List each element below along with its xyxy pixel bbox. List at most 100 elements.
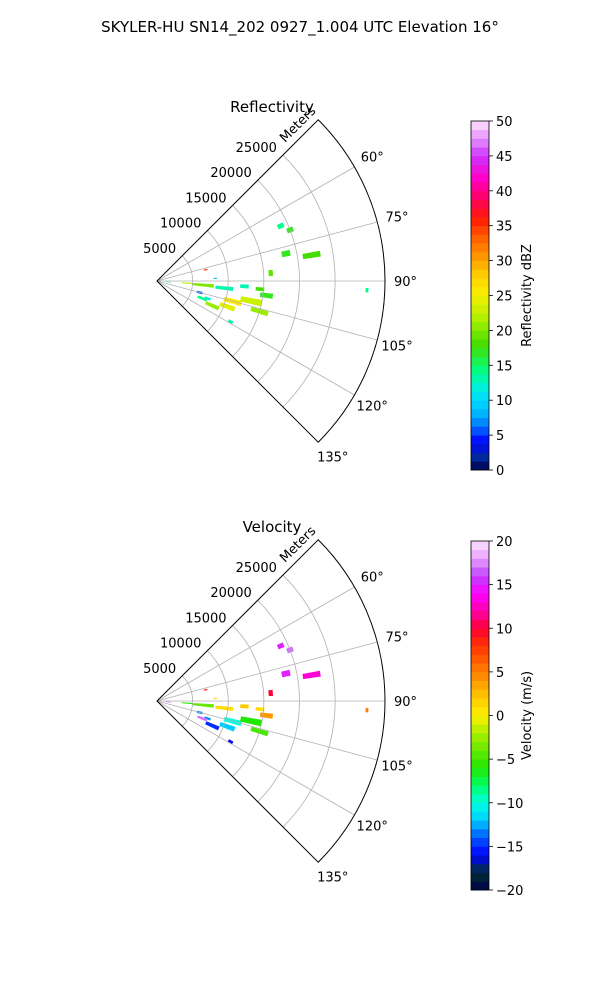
- range-tick-label: 20000: [210, 166, 251, 181]
- azimuth-tick-label: 135°: [317, 451, 348, 466]
- colorbar-segment: [471, 138, 489, 148]
- colorbar-segment: [471, 147, 489, 157]
- range-tick-label: 15000: [185, 191, 226, 206]
- colorbar-segment: [471, 846, 489, 856]
- colorbar-tick-label: 40: [496, 185, 513, 200]
- azimuth-tick-label: 105°: [381, 339, 412, 354]
- colorbar-segment: [471, 698, 489, 708]
- azimuth-spoke: [156, 166, 355, 282]
- colorbar-segment: [471, 820, 489, 830]
- colorbar-segment: [471, 636, 489, 647]
- colorbar-tick-label: 5: [496, 429, 504, 444]
- range-tick-label: 10000: [160, 637, 201, 652]
- azimuth-spoke: [156, 221, 378, 282]
- range-tick-label: 10000: [160, 217, 201, 232]
- colorbar-segment: [471, 208, 489, 218]
- azimuth-spoke: [156, 280, 378, 341]
- colorbar-segment: [471, 295, 489, 305]
- radar-gate: [213, 277, 218, 280]
- colorbar-segment: [471, 881, 489, 891]
- colorbar-tick-label: 15: [496, 359, 513, 374]
- colorbar-segment: [471, 426, 489, 436]
- radar-gate: [227, 319, 234, 325]
- colorbar-segment: [471, 645, 489, 655]
- radar-gate: [203, 688, 208, 691]
- radar-gate: [205, 721, 220, 731]
- colorbar-tick-label: 20: [496, 324, 513, 339]
- colorbar-segment: [471, 269, 489, 279]
- colorbar-segment: [471, 863, 489, 873]
- radar-gate: [255, 287, 265, 292]
- radar-gate: [302, 670, 321, 680]
- panel-title: Velocity: [243, 518, 302, 536]
- colorbar-segment: [471, 225, 489, 235]
- radar-gate: [259, 292, 274, 299]
- colorbar-segment: [471, 365, 489, 375]
- radar-gate: [215, 285, 234, 291]
- radar-gate: [204, 296, 211, 301]
- colorbar-segment: [471, 663, 489, 673]
- colorbar-segment: [471, 234, 489, 244]
- colorbar-tick-label: 10: [496, 622, 513, 637]
- radar-gate: [204, 716, 211, 721]
- azimuth-spoke: [156, 586, 355, 702]
- colorbar-segment: [471, 828, 489, 839]
- colorbar-segment: [471, 190, 489, 200]
- colorbar-segment: [471, 584, 489, 594]
- radar-gate: [181, 282, 193, 285]
- colorbar-segment: [471, 260, 489, 270]
- colorbar-segment: [471, 330, 489, 340]
- colorbar-tick-label: 5: [496, 666, 504, 681]
- figure-title: SKYLER-HU SN14_202 0927_1.004 UTC Elevat…: [101, 18, 499, 37]
- radar-gate: [259, 712, 274, 719]
- radar-gate: [215, 705, 234, 711]
- radar-gate: [197, 295, 208, 302]
- radar-gate: [205, 301, 220, 311]
- colorbar-segment: [471, 443, 489, 453]
- colorbar-segment: [471, 802, 489, 812]
- data-layer: [165, 642, 369, 745]
- colorbar-tick-label: −15: [496, 840, 523, 855]
- colorbar-segment: [471, 173, 489, 183]
- colorbar-segment: [471, 767, 489, 777]
- colorbar-segment: [471, 243, 489, 253]
- colorbar-segment: [471, 619, 489, 629]
- colorbar-label: Reflectivity dBZ: [520, 244, 535, 347]
- radar-gate: [255, 707, 265, 712]
- colorbar-segment: [471, 706, 489, 716]
- radar-gate: [276, 222, 285, 230]
- colorbar-segment: [471, 382, 489, 392]
- colorbar-segment: [471, 356, 489, 366]
- colorbar-segment: [471, 732, 489, 743]
- data-layer: [165, 222, 369, 325]
- sector-frame: [156, 119, 386, 443]
- range-tick-label: 15000: [185, 611, 226, 626]
- colorbar-segment: [471, 121, 489, 131]
- azimuth-tick-label: 120°: [357, 819, 388, 834]
- panel-title: Reflectivity: [230, 98, 314, 116]
- colorbar-segment: [471, 855, 489, 865]
- colorbar-segment: [471, 391, 489, 401]
- colorbar-tick-label: 10: [496, 394, 513, 409]
- colorbar-segment: [471, 837, 489, 847]
- colorbar-segment: [471, 759, 489, 769]
- range-tick-label: 20000: [210, 586, 251, 601]
- colorbar-segment: [471, 182, 489, 192]
- radar-gate: [192, 703, 214, 708]
- colorbar-segment: [471, 435, 489, 445]
- colorbar-tick-label: 15: [496, 579, 513, 594]
- colorbar-tick-label: −5: [496, 753, 515, 768]
- azimuth-spoke: [156, 700, 355, 816]
- colorbar-tick-label: 50: [496, 115, 513, 130]
- colorbar-tick-label: 20: [496, 535, 513, 550]
- azimuth-tick-label: 120°: [357, 399, 388, 414]
- radar-gate: [213, 697, 218, 700]
- colorbar-segment: [471, 558, 489, 568]
- colorbar-segment: [471, 286, 489, 296]
- radar-gate: [268, 269, 274, 277]
- radar-gate: [219, 721, 236, 732]
- radar-gate: [240, 704, 249, 709]
- azimuth-tick-label: 60°: [361, 151, 384, 166]
- colorbar-segment: [471, 452, 489, 462]
- colorbar-segment: [471, 129, 489, 139]
